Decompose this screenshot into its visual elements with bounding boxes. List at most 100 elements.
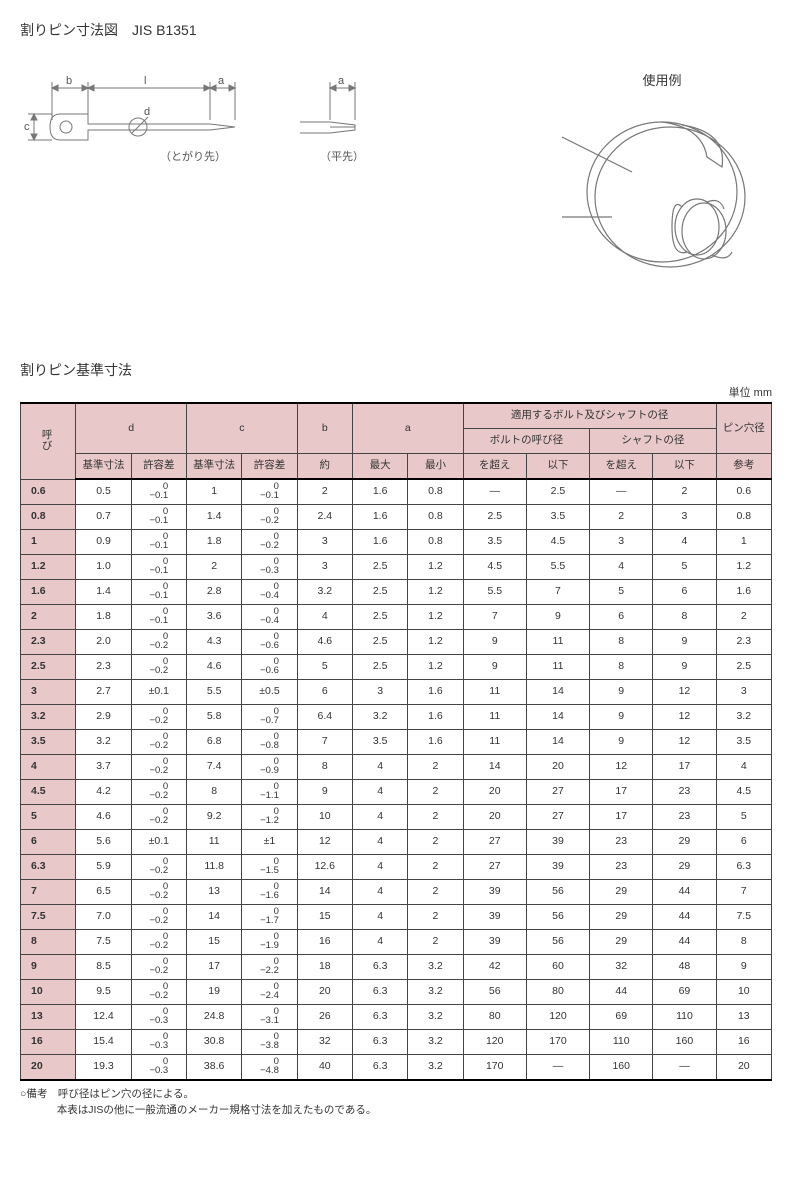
cell-b: 26 [297,1005,352,1030]
cell-b: 14 [297,880,352,905]
cell-hole: 6 [716,830,771,855]
cell-d: 7.5 [76,930,131,955]
flat-tip-label: （平先） [320,150,360,163]
cell-shaft-below: 44 [653,905,716,930]
header-max: 最大 [352,454,407,480]
cell-c-tol: ±1 [242,830,297,855]
cell-nominal: 1 [21,530,76,555]
table-row: 76.50−0.2130−1.61442395629447 [21,880,772,905]
usage-label: 使用例 [552,70,772,89]
cell-nominal: 1.2 [21,555,76,580]
svg-text:d: d [144,106,150,118]
header-base: 基準寸法 [76,454,131,480]
cell-d: 3.7 [76,755,131,780]
cell-amin: 1.6 [408,730,463,755]
svg-text:a: a [338,75,345,87]
cell-bolt-over: 80 [463,1005,526,1030]
cell-shaft-below: 23 [653,780,716,805]
notes: ○備考 呼び径はピン穴の径による。 本表はJISの他に一般流通のメーカー規格寸法… [20,1087,772,1119]
cell-c: 24.8 [186,1005,241,1030]
cell-shaft-over: 160 [590,1055,653,1081]
cell-amax: 3.2 [352,705,407,730]
table-row: 10.90−0.11.80−0.231.60.83.54.5341 [21,530,772,555]
cell-d-tol: 0−0.1 [131,505,186,530]
cell-nominal: 7.5 [21,905,76,930]
header-shaft: シャフトの径 [590,429,716,454]
table-row: 98.50−0.2170−2.2186.33.2426032489 [21,955,772,980]
cell-amax: 4 [352,880,407,905]
cell-bolt-below: 120 [526,1005,589,1030]
cell-c-tol: 0−0.2 [242,505,297,530]
cell-c: 17 [186,955,241,980]
cell-amin: 2 [408,855,463,880]
cell-shaft-below: 44 [653,930,716,955]
table-row: 1.21.00−0.120−0.332.51.24.55.5451.2 [21,555,772,580]
cell-shaft-below: 5 [653,555,716,580]
cell-hole: 2.5 [716,655,771,680]
cell-d: 2.0 [76,630,131,655]
cell-amax: 3 [352,680,407,705]
cell-c-tol: 0−0.8 [242,730,297,755]
cell-bolt-over: 56 [463,980,526,1005]
cell-amin: 2 [408,805,463,830]
cell-b: 3.2 [297,580,352,605]
cell-shaft-over: 17 [590,805,653,830]
cell-bolt-below: 9 [526,605,589,630]
cell-b: 4 [297,605,352,630]
cell-shaft-over: 69 [590,1005,653,1030]
cell-c-tol: 0−1.5 [242,855,297,880]
cell-c: 11.8 [186,855,241,880]
cell-shaft-below: 6 [653,580,716,605]
cell-nominal: 13 [21,1005,76,1030]
cell-shaft-below: 110 [653,1005,716,1030]
cell-d-tol: 0−0.1 [131,605,186,630]
cell-amin: 3.2 [408,955,463,980]
cell-bolt-over: 2.5 [463,505,526,530]
table-row: 2.32.00−0.24.30−0.64.62.51.2911892.3 [21,630,772,655]
cell-nominal: 5 [21,805,76,830]
cell-amin: 2 [408,780,463,805]
cell-c: 38.6 [186,1055,241,1081]
cell-shaft-below: 48 [653,955,716,980]
cell-bolt-below: 39 [526,855,589,880]
cell-d: 12.4 [76,1005,131,1030]
cell-nominal: 2.3 [21,630,76,655]
cell-c: 30.8 [186,1030,241,1055]
cell-shaft-over: 2 [590,505,653,530]
cell-c-tol: 0−2.4 [242,980,297,1005]
cell-c-tol: 0−0.9 [242,755,297,780]
cell-amax: 4 [352,780,407,805]
cell-amax: 1.6 [352,479,407,505]
cell-hole: 13 [716,1005,771,1030]
cell-amin: 0.8 [408,530,463,555]
cell-amin: 3.2 [408,980,463,1005]
header-c: c [186,403,297,454]
cell-c: 1.4 [186,505,241,530]
cell-bolt-below: 27 [526,805,589,830]
table-row: 65.6±0.111±11242273923296 [21,830,772,855]
header-over: を超え [590,454,653,480]
cell-bolt-over: 5.5 [463,580,526,605]
cell-bolt-over: 27 [463,855,526,880]
cell-bolt-over: 170 [463,1055,526,1081]
svg-text:b: b [66,75,72,87]
cell-bolt-over: 9 [463,630,526,655]
cell-nominal: 4.5 [21,780,76,805]
cell-c-tol: 0−0.4 [242,580,297,605]
cell-b: 10 [297,805,352,830]
cell-c: 19 [186,980,241,1005]
unit-label: 単位 mm [20,384,772,400]
cell-hole: 5 [716,805,771,830]
header-tol: 許容差 [131,454,186,480]
cell-d-tol: 0−0.3 [131,1005,186,1030]
table-row: 4.54.20−0.280−1.1942202717234.5 [21,780,772,805]
cell-d: 1.4 [76,580,131,605]
cell-b: 20 [297,980,352,1005]
cell-b: 7 [297,730,352,755]
cell-bolt-below: 2.5 [526,479,589,505]
cell-hole: 3 [716,680,771,705]
cell-shaft-over: 29 [590,880,653,905]
svg-text:l: l [144,75,146,87]
table-row: 1312.40−0.324.80−3.1266.33.2801206911013 [21,1005,772,1030]
cell-amin: 2 [408,755,463,780]
